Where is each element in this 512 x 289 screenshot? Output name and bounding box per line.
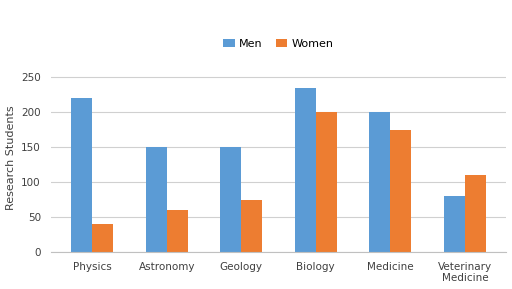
Bar [146, 147, 167, 252]
Bar [390, 130, 411, 252]
Bar [370, 112, 390, 252]
Y-axis label: Research Students: Research Students [6, 105, 15, 210]
Bar [92, 224, 113, 252]
Bar [465, 175, 486, 252]
Bar [316, 112, 337, 252]
Bar [167, 210, 187, 252]
Legend: Men, Women: Men, Women [219, 35, 338, 53]
Bar [71, 98, 92, 252]
Bar [220, 147, 241, 252]
Bar [444, 196, 465, 252]
Bar [241, 200, 262, 252]
Bar [295, 88, 316, 252]
